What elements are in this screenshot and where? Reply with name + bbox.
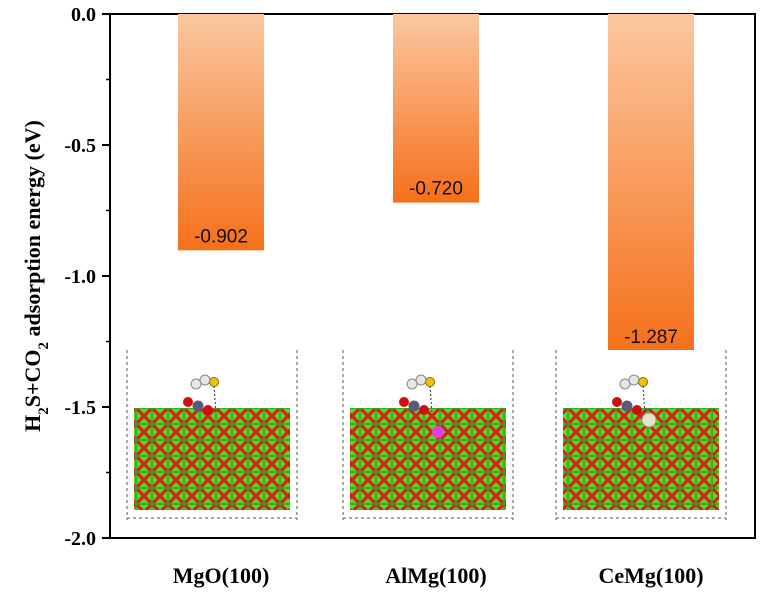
data-label: -0.720	[409, 179, 463, 200]
x-category-label: CeMg(100)	[598, 563, 703, 588]
structure-inset-2	[340, 350, 516, 520]
y-tick-label: -1.5	[64, 397, 96, 419]
bar-cemg-100	[608, 14, 694, 352]
y-axis-title: H2S+CO2 adsorption energy (eV)	[20, 120, 52, 432]
x-axis: MgO(100) AlMg(100) CeMg(100)	[173, 563, 704, 588]
bars-group	[178, 14, 694, 352]
structure-inset-3	[553, 350, 729, 520]
x-category-label: AlMg(100)	[385, 563, 486, 588]
data-label: -1.287	[624, 327, 678, 348]
y-tick-label: -2.0	[64, 528, 96, 550]
data-label: -0.902	[194, 226, 248, 247]
structure-inset-1	[124, 350, 300, 520]
structure-insets	[124, 350, 729, 520]
bar-mgo-100	[178, 14, 264, 251]
y-axis: 0.0 -0.5 -1.0 -1.5 -2.0	[64, 4, 110, 550]
y-tick-label: -0.5	[64, 135, 96, 157]
y-tick-label: -1.0	[64, 266, 96, 288]
y-tick-label: 0.0	[71, 4, 96, 26]
data-labels: -0.902 -0.720 -1.287	[194, 179, 678, 349]
x-category-label: MgO(100)	[173, 563, 270, 588]
bar-almg-100	[393, 14, 479, 203]
